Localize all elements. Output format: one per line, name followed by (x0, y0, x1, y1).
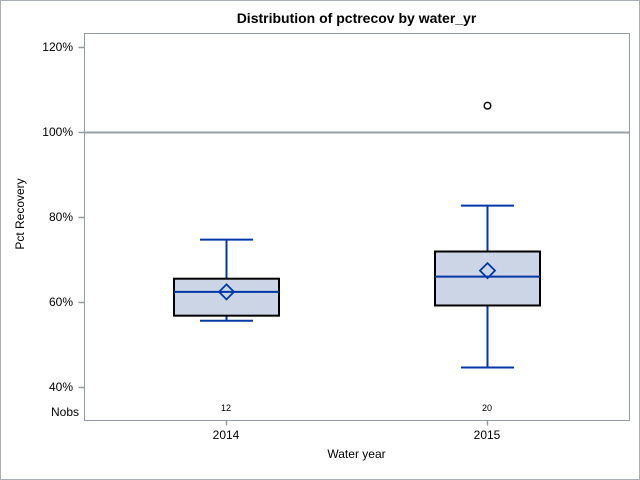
x-category-label-2015: 2015 (473, 428, 501, 442)
outlier-point (483, 101, 492, 110)
y-tick-label-100: 100% (42, 125, 73, 139)
x-category-label-2014: 2014 (212, 428, 240, 442)
y-tick-label-60: 60% (48, 295, 73, 309)
mean-diamond (217, 283, 236, 301)
x-axis-title: Water year (327, 447, 386, 461)
nobs-value-2015: 20 (481, 403, 492, 413)
mean-diamond (478, 261, 497, 280)
y-tick-label-120: 120% (42, 40, 73, 54)
chart-title: Distribution of pctrecov by water_yr (236, 10, 477, 26)
nobs-row-header: Nobs (50, 405, 79, 419)
nobs-value-2014: 12 (220, 403, 231, 413)
y-tick-label-80: 80% (48, 210, 73, 224)
y-tick-label-40: 40% (48, 380, 73, 394)
plot-frame (84, 33, 630, 421)
